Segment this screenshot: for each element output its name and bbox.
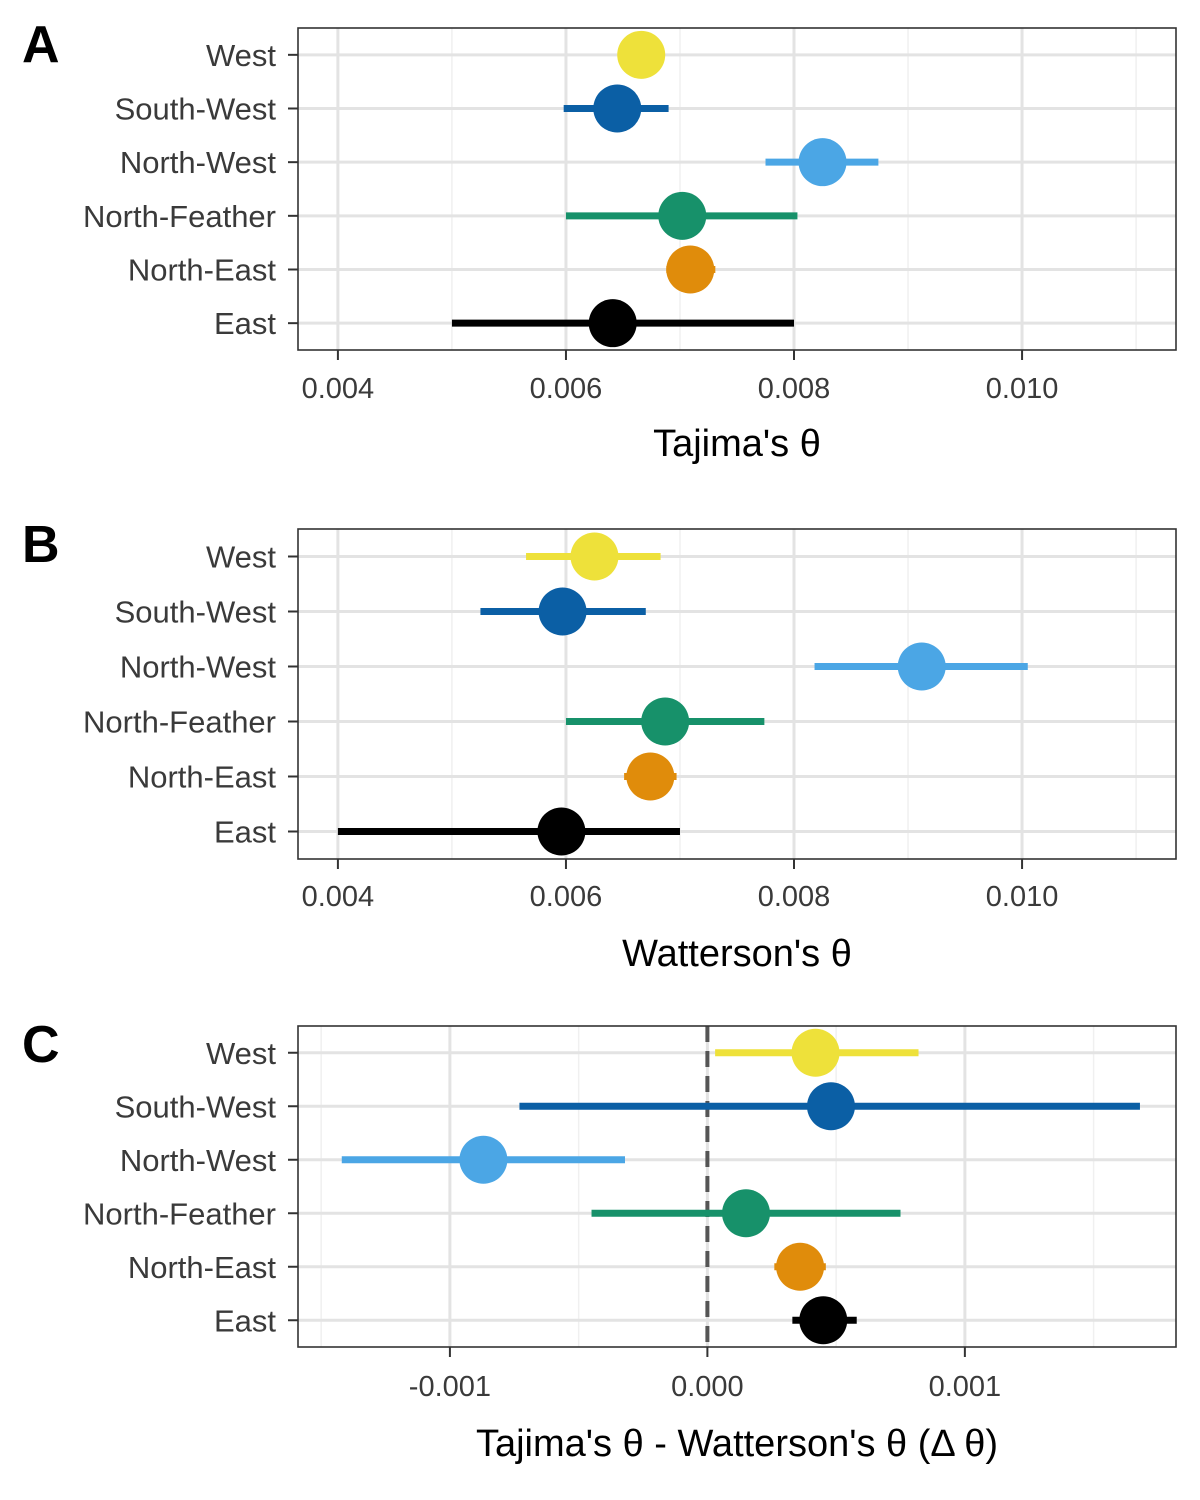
- x-tick-label: -0.001: [409, 1371, 491, 1403]
- y-tick-label: North-West: [120, 650, 277, 685]
- y-tick-label: East: [214, 815, 276, 850]
- y-tick-label: North-East: [128, 253, 277, 288]
- y-tick-label: West: [206, 38, 276, 73]
- x-axis-title: Watterson's θ: [622, 933, 852, 975]
- point-estimate: [722, 1189, 771, 1238]
- y-tick-label: North-West: [120, 145, 277, 180]
- point-estimate: [538, 587, 587, 636]
- point-estimate: [593, 84, 642, 133]
- y-tick-label: South-West: [115, 595, 277, 630]
- point-estimate: [617, 30, 666, 79]
- panel-border: [297, 27, 1177, 351]
- point-estimate: [570, 532, 619, 581]
- x-tick-label: 0.010: [986, 373, 1059, 405]
- point-estimate: [537, 807, 586, 856]
- point-estimate: [897, 642, 946, 691]
- y-tick-label: East: [214, 1303, 276, 1338]
- point-estimate: [641, 697, 690, 746]
- point-estimate: [626, 752, 675, 801]
- panel-border: [297, 1025, 1177, 1348]
- point-estimate: [798, 138, 847, 187]
- x-tick-label: 0.004: [302, 373, 375, 405]
- x-tick-label: 0.001: [929, 1371, 1002, 1403]
- point-estimate: [666, 245, 715, 294]
- point-estimate: [799, 1296, 848, 1345]
- y-tick-label: East: [214, 306, 276, 341]
- panel-b: B West South-West North-West North-Feather No…: [22, 516, 1177, 975]
- x-tick-label: 0.000: [671, 1371, 744, 1403]
- y-tick-label: South-West: [115, 92, 277, 127]
- x-tick-label: 0.004: [302, 881, 375, 913]
- y-tick-label: West: [206, 540, 276, 575]
- x-axis-title: Tajima's θ: [653, 423, 821, 465]
- y-tick-label: North-East: [128, 1250, 277, 1285]
- point-estimate: [459, 1135, 508, 1184]
- point-estimate: [658, 191, 707, 240]
- y-tick-label: North-Feather: [83, 1196, 276, 1231]
- x-axis-title: Tajima's θ - Watterson's θ (Δ θ): [476, 1423, 998, 1465]
- y-tick-label: North-Feather: [83, 705, 276, 740]
- x-tick-label: 0.008: [758, 881, 831, 913]
- x-tick-label: 0.006: [530, 881, 603, 913]
- panel-border: [297, 528, 1177, 860]
- panel-a: A West South-West North-West North-Feather No…: [22, 16, 1177, 465]
- y-tick-label: North-East: [128, 760, 277, 795]
- y-tick-label: North-West: [120, 1143, 277, 1178]
- panel-letter: A: [22, 16, 60, 74]
- point-estimate: [806, 1082, 855, 1131]
- x-tick-label: 0.006: [530, 373, 603, 405]
- y-tick-label: West: [206, 1036, 276, 1071]
- point-estimate: [776, 1242, 825, 1291]
- y-tick-label: South-West: [115, 1089, 277, 1124]
- point-estimate: [588, 299, 637, 348]
- panel-letter: B: [22, 516, 60, 574]
- y-tick-label: North-Feather: [83, 199, 276, 234]
- x-tick-label: 0.010: [986, 881, 1059, 913]
- panel-letter: C: [22, 1016, 60, 1074]
- point-estimate: [791, 1028, 840, 1077]
- x-tick-label: 0.008: [758, 373, 831, 405]
- panel-c: C West South-West North-West North-Feather No…: [22, 1016, 1177, 1465]
